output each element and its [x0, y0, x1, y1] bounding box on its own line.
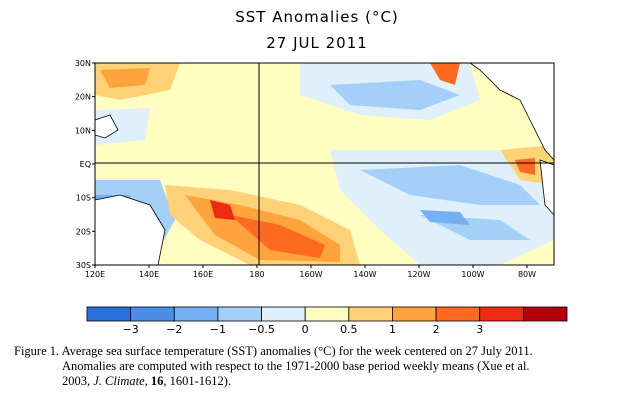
warm-northwest-core — [100, 68, 150, 88]
caption-line2: Anomalies are computed with respect to t… — [62, 359, 530, 373]
caption-volume: 16 — [150, 374, 164, 388]
caption-journal: J. Climate — [93, 374, 145, 388]
colorbar-swatch — [348, 306, 393, 322]
land — [94, 62, 555, 266]
lat-label: EQ — [80, 160, 91, 169]
figure-caption: Figure 1. Average sea surface temperatur… — [14, 344, 626, 389]
colorbar-swatch — [435, 306, 481, 322]
lat-label: 20N — [75, 93, 91, 102]
lon-label: 100W — [461, 270, 484, 279]
colorbar-label: −3 — [123, 323, 139, 336]
colorbar-swatch — [304, 306, 350, 322]
colorbar-swatch — [522, 306, 568, 322]
caption-pages: , 1601-1612). — [163, 374, 232, 388]
colorbar-swatch — [173, 306, 219, 322]
lat-axis: 30N 20N 10N EQ 10S 20S 30S — [75, 59, 95, 270]
colorbar-swatch — [217, 306, 262, 322]
lat-label: 20S — [76, 227, 91, 236]
colorbar-swatch — [86, 306, 132, 322]
colorbar-labels: −3 −2 −1 −0.5 0 0.5 1 2 3 — [123, 323, 484, 336]
lat-label: 30S — [76, 261, 91, 270]
colorbar-label: 2 — [433, 323, 440, 336]
colorbar-swatch — [261, 306, 306, 322]
lon-label: 160E — [193, 270, 213, 279]
cool-core-north — [330, 80, 460, 110]
colorbar: −3 −2 −1 −0.5 0 0.5 1 2 3 — [86, 306, 568, 336]
caption-citation-year: 2003, — [62, 374, 94, 388]
warm-baja — [430, 63, 460, 85]
colorbar-swatch — [392, 306, 437, 322]
warm-plume-core — [230, 215, 325, 258]
lon-label: 140E — [139, 270, 159, 279]
colorbar-swatch — [479, 306, 524, 322]
lon-axis: 120E 140E 160E 180 160W 140W 120W 100W 80W — [85, 265, 536, 279]
map-title: SST Anomalies (°C) — [235, 8, 399, 26]
warm-spot — [210, 200, 235, 220]
caption-sep: , — [144, 374, 151, 388]
lat-label: 10S — [76, 194, 91, 203]
warm-peru-core — [515, 158, 535, 175]
caption-line1: Figure 1. Average sea surface temperatur… — [14, 344, 533, 358]
colorbar-label: 1 — [389, 323, 396, 336]
lon-label: 120W — [407, 270, 430, 279]
lon-label: 180 — [249, 270, 264, 279]
colorbar-label: −2 — [166, 323, 182, 336]
colorbar-label: 3 — [476, 323, 483, 336]
anomaly-field — [95, 63, 554, 265]
caption-line3: 2003, J. Climate, 16, 1601-1612). — [14, 374, 626, 389]
lat-label: 30N — [75, 59, 91, 68]
colorbar-boxes — [86, 306, 568, 322]
cool-core-southeast — [360, 165, 540, 205]
lon-label: 120E — [85, 270, 105, 279]
colorbar-label: −1 — [210, 323, 226, 336]
sst-anomaly-map: 30N 20N 10N EQ 10S 20S 30S 120E 140E 160E 180 160W… — [75, 59, 555, 279]
colorbar-label: −0.5 — [248, 323, 275, 336]
lon-label: 140W — [353, 270, 376, 279]
map-date: 27 JUL 2011 — [266, 34, 368, 52]
colorbar-label: 0 — [302, 323, 309, 336]
lon-label: 160W — [299, 270, 322, 279]
colorbar-swatch — [130, 306, 175, 322]
lon-label: 80W — [518, 270, 536, 279]
colorbar-label: 0.5 — [340, 323, 358, 336]
lat-label: 10N — [75, 126, 91, 135]
cool-strong-south — [420, 210, 470, 225]
